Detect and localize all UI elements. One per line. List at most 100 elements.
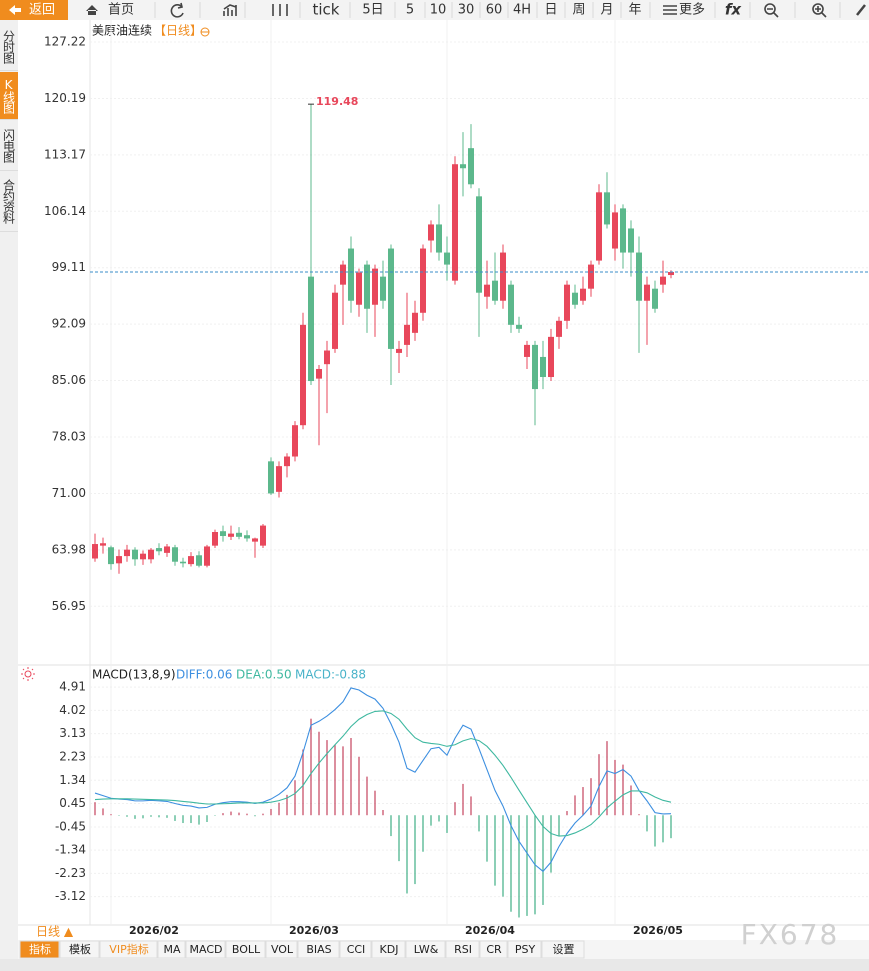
tab[interactable] <box>405 940 446 959</box>
tab-label[interactable]: LW& <box>414 943 439 956</box>
tab-label[interactable]: 设置 <box>553 943 575 956</box>
toolbar-button[interactable]: fx <box>725 1 743 19</box>
chart-icon[interactable] <box>223 4 237 16</box>
candle-body <box>236 532 242 537</box>
toolbar-button[interactable]: 60 <box>486 3 503 18</box>
y-tick-label: 92.09 <box>52 317 86 331</box>
candle-body <box>316 368 322 379</box>
candle-body <box>516 324 522 329</box>
candle-body <box>660 276 666 285</box>
candle-body <box>196 555 202 566</box>
toolbar-button[interactable]: 首页 <box>108 3 134 18</box>
tab-label[interactable]: VOL <box>271 943 294 956</box>
tab-label[interactable]: MA <box>163 943 180 956</box>
high-label: 119.48 <box>316 95 358 108</box>
toolbar-button[interactable]: 周 <box>572 3 585 18</box>
candle-body <box>412 312 418 333</box>
tab-label[interactable]: BOLL <box>232 943 261 956</box>
candle-body <box>636 252 642 301</box>
tab-label[interactable]: 模板 <box>69 942 91 956</box>
sidebar-tab[interactable]: 合约资料 <box>0 171 18 232</box>
bottom-strip <box>0 959 869 971</box>
sidebar-tab[interactable]: 分时图 <box>0 22 18 71</box>
tab[interactable] <box>59 940 100 959</box>
tab-label[interactable]: VIP指标 <box>109 942 148 956</box>
tab[interactable] <box>297 940 340 959</box>
y-tick-label: 85.06 <box>52 373 86 387</box>
tab-label[interactable]: CCI <box>347 943 366 956</box>
candle-body <box>420 248 426 313</box>
toolbar-button[interactable]: 4H <box>513 3 531 18</box>
tab[interactable] <box>225 940 266 959</box>
x-tick-label: 2026/04 <box>465 924 515 937</box>
pen-icon[interactable] <box>856 4 866 16</box>
tab[interactable] <box>157 940 186 959</box>
candle-body <box>108 547 114 565</box>
x-tick-label: 2026/02 <box>129 924 179 937</box>
zoom-out-icon[interactable] <box>764 3 776 15</box>
tab[interactable] <box>265 940 298 959</box>
y-tick-label: 3.13 <box>59 726 86 740</box>
tab[interactable] <box>507 940 542 959</box>
zoom-in-icon[interactable] <box>812 3 824 15</box>
candle-body <box>532 344 538 390</box>
tab[interactable] <box>185 940 226 959</box>
sidebar-active <box>0 72 18 120</box>
candle-body <box>300 324 306 426</box>
toolbar-button[interactable]: 5日 <box>362 3 383 18</box>
period-button[interactable]: 日线 ▲ <box>36 925 74 939</box>
sidebar-tab[interactable]: 闪电图 <box>0 120 18 171</box>
toolbar-button[interactable]: 30 <box>458 3 475 18</box>
tab-label[interactable]: RSI <box>454 943 472 956</box>
candle-body <box>452 164 458 281</box>
y-tick-label: 106.14 <box>44 204 86 218</box>
candle-body <box>524 344 530 357</box>
chart-title: 美原油连续 <box>92 23 152 38</box>
candle-body <box>484 284 490 297</box>
sidebar-tab[interactable]: K线图 <box>0 71 18 120</box>
tab[interactable] <box>445 940 480 959</box>
toolbar-button[interactable]: 日 <box>544 3 557 18</box>
toolbar-button[interactable]: 返回 <box>29 3 55 18</box>
toolbar-button[interactable]: 月 <box>600 3 613 18</box>
tab[interactable] <box>99 940 158 959</box>
y-tick-label: 56.95 <box>52 599 86 613</box>
candle-body <box>372 268 378 305</box>
tab-label[interactable]: 指标 <box>29 942 51 956</box>
toolbar-button[interactable]: 更多 <box>679 2 705 18</box>
x-tick-label: 2026/03 <box>289 924 339 937</box>
candle-body <box>404 324 410 345</box>
toolbar-button[interactable]: tick <box>313 1 340 19</box>
candle-body <box>100 543 106 546</box>
sidebar <box>0 20 18 971</box>
tab[interactable] <box>339 940 372 959</box>
candle-body <box>604 192 610 225</box>
toolbar-button[interactable]: 10 <box>430 3 447 18</box>
refresh-icon[interactable] <box>170 2 184 18</box>
candle-body <box>444 252 450 265</box>
tab-label[interactable]: CR <box>486 943 502 956</box>
candle-body <box>564 284 570 321</box>
tab-label[interactable]: BIAS <box>306 943 331 956</box>
toolbar-button[interactable]: 5 <box>406 3 414 18</box>
settings-icon[interactable] <box>21 667 35 681</box>
tab[interactable] <box>19 940 60 959</box>
tab[interactable] <box>479 940 508 959</box>
candle-body <box>348 248 354 301</box>
candle-body <box>580 288 586 301</box>
menu-icon[interactable] <box>663 5 677 15</box>
candle-body <box>460 164 466 169</box>
back-button[interactable] <box>0 0 68 20</box>
candle-body <box>268 461 274 494</box>
toolbar-button[interactable]: 年 <box>628 3 641 18</box>
candle-icon[interactable] <box>272 4 288 16</box>
candle-body <box>340 264 346 285</box>
tab[interactable] <box>371 940 406 959</box>
tab-label[interactable]: KDJ <box>380 943 399 956</box>
toolbar-separators <box>154 2 841 18</box>
tab-label[interactable]: MACD <box>190 943 223 956</box>
tab[interactable] <box>541 940 585 959</box>
tab-label[interactable]: PSY <box>515 943 536 956</box>
candle-body <box>548 336 554 378</box>
candle-body <box>92 544 98 559</box>
